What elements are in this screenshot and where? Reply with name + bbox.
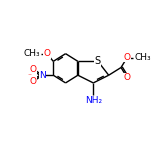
Text: O: O: [30, 77, 37, 86]
Text: CH₃: CH₃: [134, 53, 151, 62]
Text: O: O: [124, 73, 131, 82]
Text: S: S: [95, 56, 101, 66]
Text: CH₃: CH₃: [24, 49, 40, 58]
Text: N: N: [39, 71, 46, 80]
Text: ⁻: ⁻: [28, 72, 32, 81]
Text: O: O: [30, 65, 37, 74]
Text: O: O: [44, 49, 51, 58]
Text: O: O: [124, 53, 131, 62]
Text: NH₂: NH₂: [85, 96, 102, 105]
